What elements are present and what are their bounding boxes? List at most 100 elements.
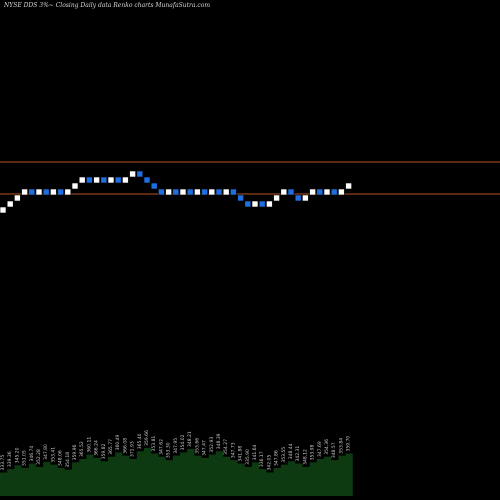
- renko-brick-30: [208, 188, 216, 196]
- renko-brick-33: [230, 188, 237, 196]
- renko-brick-42: [294, 194, 302, 202]
- renko-brick-48: [338, 188, 345, 196]
- brick-label-7: 347.80: [43, 444, 49, 460]
- brick-label-10: 354.18: [65, 452, 71, 468]
- brick-label-46: 354.36: [324, 439, 330, 455]
- renko-brick-49: [345, 182, 352, 190]
- renko-bricks: [0, 170, 352, 214]
- renko-brick-7: [42, 188, 50, 196]
- volume-area-fill: [0, 447, 353, 496]
- brick-label-21: 359.66: [144, 430, 150, 446]
- brick-label-18: 366.08: [122, 438, 128, 454]
- renko-brick-45: [316, 188, 324, 196]
- brick-label-31: 348.39: [216, 433, 222, 449]
- brick-label-8: 353.41: [50, 447, 56, 463]
- brick-label-23: 347.62: [158, 439, 164, 455]
- renko-brick-9: [57, 188, 64, 196]
- brick-label-49: 359.70: [346, 436, 352, 452]
- renko-brick-39: [273, 194, 280, 202]
- brick-label-9: 348.06: [58, 450, 64, 466]
- brick-label-33: 347.73: [230, 442, 236, 458]
- brick-label-39: 347.86: [274, 450, 280, 466]
- brick-label-2: 339.36: [7, 451, 13, 467]
- brick-label-16: 365.77: [108, 439, 114, 455]
- brick-label-19: 371.93: [130, 441, 136, 457]
- renko-brick-36: [251, 200, 259, 208]
- brick-label-25: 347.95: [173, 438, 179, 454]
- brick-label-5: 346.74: [29, 446, 35, 462]
- brick-label-32: 354.27: [223, 439, 229, 455]
- brick-label-41: 348.44: [288, 443, 294, 459]
- renko-brick-14: [93, 176, 100, 184]
- renko-brick-12: [78, 176, 86, 184]
- renko-brick-41: [287, 188, 295, 196]
- renko-brick-44: [309, 188, 316, 196]
- level-lines: [0, 161, 500, 195]
- brick-label-36: 341.64: [252, 445, 258, 461]
- brick-label-3: 345.20: [14, 447, 20, 463]
- brick-label-12: 365.52: [79, 441, 85, 457]
- renko-brick-19: [129, 170, 136, 178]
- renko-brick-20: [136, 170, 144, 178]
- renko-brick-40: [280, 188, 288, 196]
- renko-brick-11: [71, 182, 79, 190]
- brick-label-6: 352.28: [36, 449, 42, 465]
- brick-label-13: 360.11: [86, 437, 92, 453]
- brick-label-11: 359.96: [72, 445, 78, 461]
- renko-brick-24: [165, 188, 172, 196]
- renko-brick-15: [100, 176, 108, 184]
- brick-label-44: 353.98: [310, 445, 316, 461]
- renko-brick-37: [258, 200, 266, 208]
- brick-label-28: 353.66: [194, 438, 200, 454]
- renko-brick-31: [215, 188, 223, 196]
- renko-brick-29: [201, 188, 208, 196]
- renko-brick-2: [6, 200, 14, 208]
- renko-brick-27: [186, 188, 194, 196]
- renko-brick-17: [114, 176, 122, 184]
- brick-label-45: 347.69: [317, 441, 323, 457]
- renko-brick-38: [266, 200, 273, 208]
- brick-label-47: 348.57: [331, 442, 337, 458]
- volume-area: [0, 447, 353, 496]
- renko-brick-43: [302, 194, 309, 202]
- brick-label-17: 360.49: [115, 434, 121, 450]
- brick-label-14: 366.24: [94, 440, 100, 456]
- renko-brick-25: [172, 188, 180, 196]
- renko-brick-32: [222, 188, 230, 196]
- renko-brick-10: [64, 188, 72, 196]
- brick-label-26: 354.02: [180, 434, 186, 450]
- renko-brick-18: [122, 176, 129, 184]
- brick-label-27: 348.21: [187, 431, 193, 447]
- brick-label-20: 365.40: [137, 433, 143, 449]
- brick-label-29: 347.47: [202, 440, 208, 456]
- brick-label-22: 353.81: [151, 436, 157, 452]
- brick-label-40: 353.55: [281, 447, 287, 463]
- renko-brick-35: [244, 200, 252, 208]
- brick-label-34: 341.88: [238, 446, 244, 462]
- renko-brick-34: [237, 194, 244, 202]
- renko-brick-4: [21, 188, 28, 196]
- brick-label-30: 352.93: [209, 437, 215, 453]
- renko-brick-28: [194, 188, 201, 196]
- renko-brick-22: [150, 182, 158, 190]
- renko-brick-47: [330, 188, 338, 196]
- brick-label-1: 333.75: [0, 455, 6, 471]
- brick-label-42: 342.31: [295, 446, 301, 462]
- renko-brick-1: [0, 206, 7, 214]
- renko-brick-13: [86, 176, 93, 184]
- brick-label-37: 336.17: [259, 451, 265, 467]
- brick-label-43: 348.12: [302, 449, 308, 465]
- renko-brick-8: [50, 188, 57, 196]
- brick-value-labels: 333.75 339.36 345.20 351.05 346.74 352.28 347.…: [0, 430, 352, 471]
- brick-label-4: 351.05: [22, 450, 28, 466]
- renko-brick-3: [14, 194, 21, 202]
- renko-brick-23: [158, 188, 165, 196]
- brick-label-48: 353.84: [338, 438, 344, 454]
- brick-label-24: 353.30: [166, 442, 172, 458]
- brick-label-38: 342.05: [266, 455, 272, 471]
- renko-brick-6: [35, 188, 43, 196]
- brick-label-15: 359.82: [101, 443, 107, 459]
- renko-brick-16: [107, 176, 115, 184]
- renko-brick-46: [323, 188, 331, 196]
